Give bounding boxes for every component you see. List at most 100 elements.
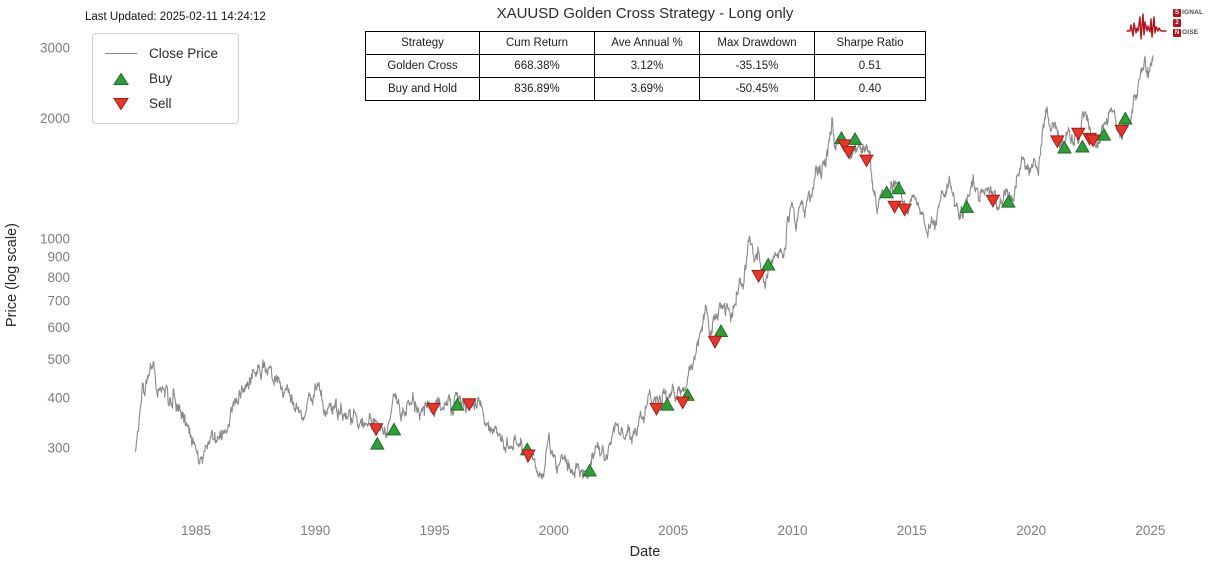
chart-legend: Close Price Buy Sell (92, 33, 239, 124)
y-tick-label: 600 (47, 320, 70, 335)
stats-header-sharpe-ratio: Sharpe Ratio (814, 31, 926, 55)
stats-row-golden-cross: Golden Cross 668.38% 3.12% -35.15% 0.51 (365, 54, 926, 78)
sell-triangle-icon (103, 97, 139, 111)
sell-marker (368, 423, 384, 437)
sell-markers (368, 124, 1130, 463)
sell-marker (707, 335, 723, 349)
stats-cell: -35.15% (699, 54, 815, 78)
legend-label-close-price: Close Price (149, 46, 219, 61)
legend-item-buy: Buy (103, 66, 228, 91)
buy-markers (369, 111, 1133, 477)
y-tick-label: 300 (47, 441, 70, 456)
y-tick-label: 2000 (40, 111, 70, 126)
legend-item-sell: Sell (103, 91, 228, 116)
buy-marker (847, 131, 863, 145)
stats-cell: 3.69% (594, 77, 700, 101)
y-tick-label: 400 (47, 391, 70, 406)
sell-marker (521, 449, 536, 463)
close-price-line (134, 55, 1154, 480)
buy-marker (760, 257, 776, 271)
buy-marker (1075, 139, 1090, 153)
signal-waveform-icon (1126, 13, 1167, 40)
close-price-line-icon (103, 53, 139, 54)
stats-header-cum-return: Cum Return (479, 31, 595, 55)
sell-marker (751, 270, 766, 284)
chart-title: XAUUSD Golden Cross Strategy - Long only (496, 5, 794, 22)
stats-cell: 3.12% (594, 54, 700, 78)
sell-marker (897, 203, 912, 217)
buy-marker (659, 397, 675, 411)
stats-header-row: Strategy Cum Return Ave Annual % Max Dra… (365, 31, 926, 55)
stats-cell: Golden Cross (365, 54, 480, 78)
x-tick-label: 1990 (300, 523, 330, 538)
stats-cell: 0.51 (814, 54, 926, 78)
x-tick-label: 2020 (1016, 523, 1046, 538)
y-tick-label: 800 (47, 270, 70, 285)
buy-marker (879, 185, 895, 199)
buy-marker (959, 199, 975, 213)
stats-cell: 836.89% (479, 77, 595, 101)
logo-letter-n: N (1173, 28, 1181, 37)
buy-marker (1096, 127, 1112, 141)
sell-marker (1114, 124, 1130, 138)
logo-row-noise: N OISE (1173, 28, 1203, 37)
legend-label-sell: Sell (149, 96, 172, 111)
x-tick-label: 1985 (181, 523, 211, 538)
logo-row-two: 2 (1173, 18, 1203, 27)
stats-header-max-drawdown: Max Drawdown (699, 31, 815, 55)
sell-marker (426, 402, 441, 416)
stats-header-ave-annual: Ave Annual % (594, 31, 700, 55)
x-tick-label: 2010 (777, 523, 807, 538)
stats-cell: 668.38% (479, 54, 595, 78)
legend-label-buy: Buy (149, 71, 173, 86)
y-tick-label: 900 (47, 250, 70, 265)
stats-cell: Buy and Hold (365, 77, 480, 101)
y-tick-label: 700 (47, 293, 70, 308)
sell-marker (837, 139, 852, 153)
sell-marker (675, 396, 691, 410)
logo-row-signal: S IGNAL (1173, 8, 1203, 17)
stats-cell: 0.40 (814, 77, 926, 101)
sell-marker (1049, 135, 1065, 149)
x-axis-label: Date (629, 544, 661, 560)
sell-marker (1070, 127, 1086, 141)
sell-marker (649, 402, 664, 416)
y-tick-label: 500 (47, 352, 70, 367)
stats-row-buy-and-hold: Buy and Hold 836.89% 3.69% -50.45% 0.40 (365, 77, 926, 101)
last-updated-text: Last Updated: 2025-02-11 14:24:12 (85, 11, 266, 23)
buy-marker (386, 422, 402, 436)
sell-marker (859, 154, 874, 168)
axis-tick-labels: 3000 2000 1000 900 800 700 600 500 400 300 1985 199… (40, 41, 1165, 539)
logo-text: S IGNAL 2 N OISE (1173, 8, 1203, 38)
x-tick-label: 2000 (539, 523, 569, 538)
buy-marker (891, 181, 907, 195)
y-axis-label: Price (log scale) (4, 223, 20, 327)
buy-marker (713, 323, 729, 337)
stats-table: Strategy Cum Return Ave Annual % Max Dra… (365, 31, 926, 101)
buy-marker (369, 436, 385, 450)
buy-marker (449, 397, 465, 411)
sell-marker (841, 146, 856, 160)
x-tick-label: 1995 (420, 523, 450, 538)
logo-word-noise: OISE (1182, 29, 1199, 36)
sell-marker (985, 194, 1001, 208)
sell-marker (461, 398, 477, 412)
buy-marker (582, 463, 598, 477)
buy-triangle-icon (103, 72, 139, 86)
x-tick-label: 2025 (1135, 523, 1165, 538)
stats-header-strategy: Strategy (365, 31, 480, 55)
logo-word-signal: IGNAL (1182, 9, 1204, 16)
sell-marker (1085, 134, 1101, 148)
buy-marker (1057, 140, 1072, 154)
legend-item-close-price: Close Price (103, 41, 228, 66)
buy-marker (1117, 111, 1133, 125)
x-tick-label: 2015 (897, 523, 927, 538)
x-tick-label: 2005 (658, 523, 688, 538)
brand-logo: S IGNAL 2 N OISE (1126, 5, 1212, 47)
buy-marker (1001, 194, 1016, 208)
y-tick-label: 3000 (40, 41, 70, 56)
y-tick-label: 1000 (40, 231, 70, 246)
stats-cell: -50.45% (699, 77, 815, 101)
